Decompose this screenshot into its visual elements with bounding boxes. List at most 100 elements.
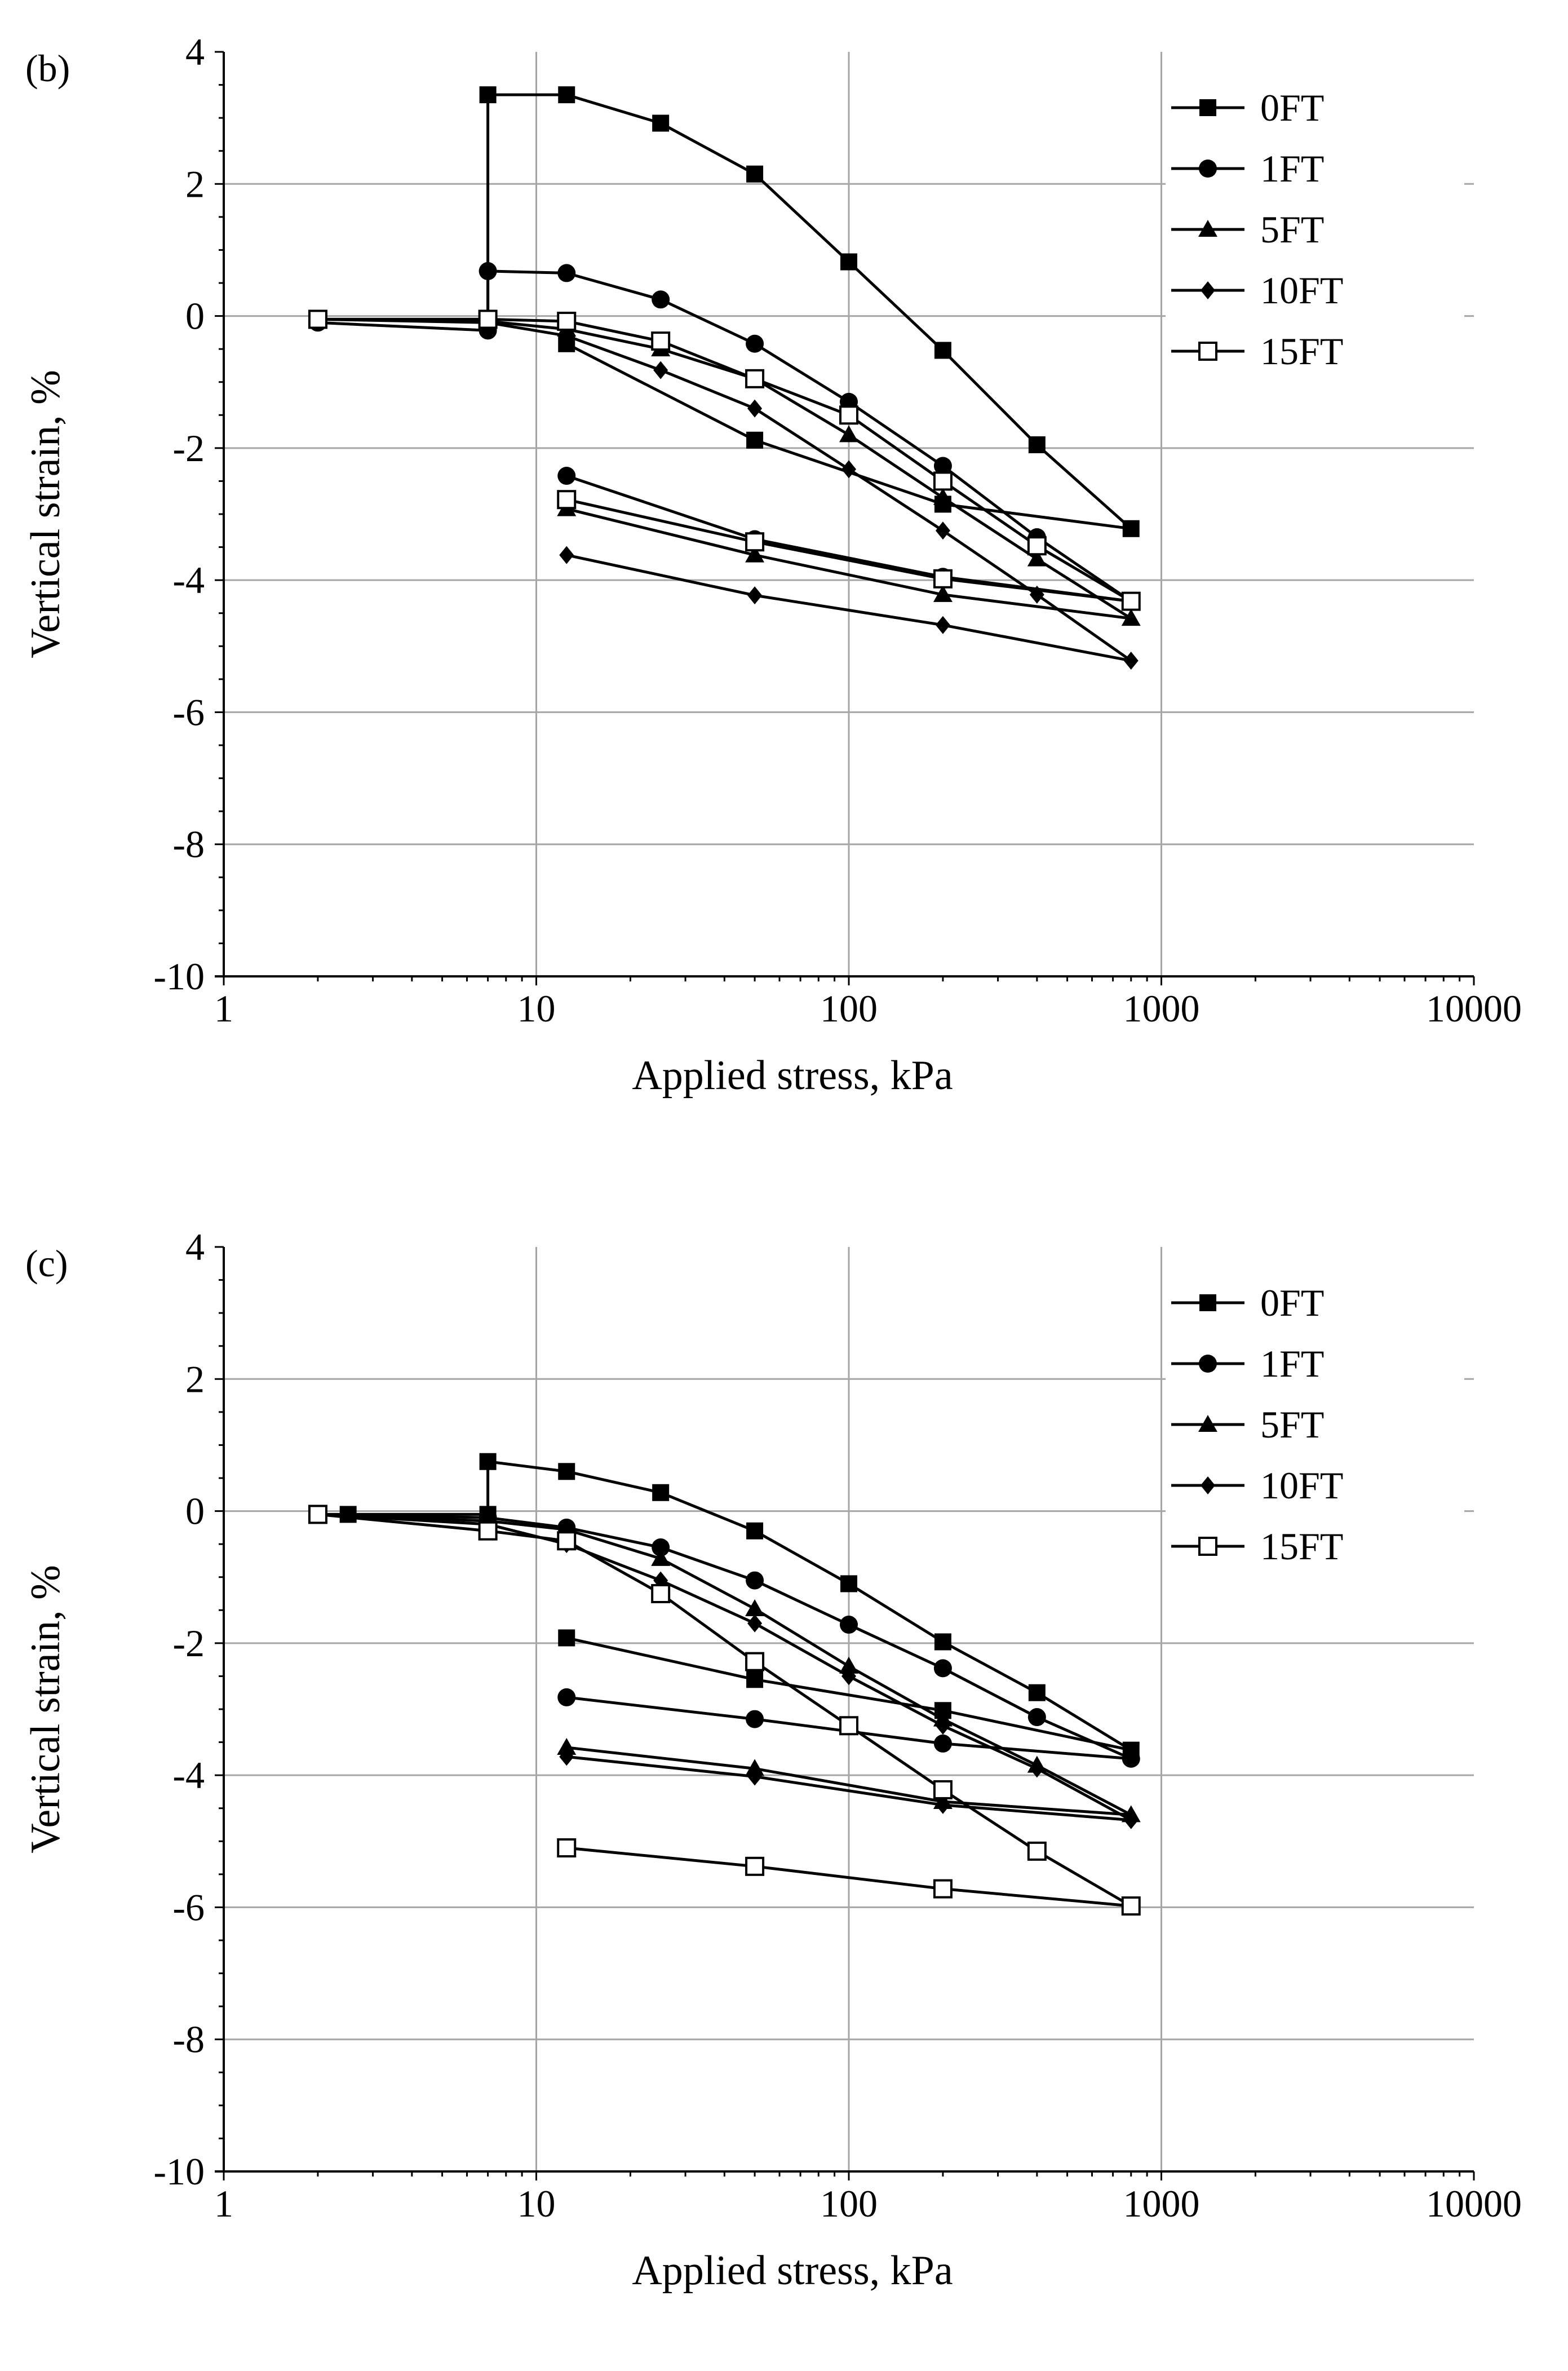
x-tick-label: 100 <box>820 2182 878 2225</box>
data-point-5FT <box>745 1599 765 1616</box>
y-tick-label: -8 <box>172 2018 205 2061</box>
series-line-1FT <box>317 1512 1133 1760</box>
y-tick-label: 0 <box>185 295 205 338</box>
data-point-15FT <box>308 309 327 329</box>
legend-marker-0FT <box>1199 1294 1216 1311</box>
data-point-1FT <box>933 457 952 475</box>
data-point-1FT <box>1027 1708 1046 1727</box>
data-point-15FT <box>745 532 765 552</box>
series-line-10FT <box>317 317 1133 662</box>
data-point-10FT <box>1029 1759 1044 1778</box>
y-tick-label: 2 <box>185 1357 205 1400</box>
y-tick-label: -4 <box>172 1754 205 1797</box>
series-15FT <box>308 1505 1141 1916</box>
data-point-0FT <box>840 1575 857 1593</box>
data-point-0FT <box>746 431 764 449</box>
y-tick-label: -2 <box>172 427 205 470</box>
data-point-0FT <box>652 114 670 132</box>
series-line-5FT <box>317 317 1133 620</box>
data-point-5FT <box>839 425 858 443</box>
data-point-15FT <box>557 1531 577 1551</box>
data-point-1FT <box>652 290 670 309</box>
data-point-15FT <box>557 1838 577 1857</box>
data-point-15FT <box>839 1716 858 1736</box>
legend-marker-10FT <box>1201 281 1215 299</box>
legend: 0FT 1FT 5FT 10FT 15FT <box>1171 86 1343 373</box>
data-point-5FT <box>933 585 953 602</box>
y-tick-label: 4 <box>185 1226 205 1268</box>
y-tick-label: -6 <box>172 691 205 733</box>
data-point-0FT <box>558 86 575 104</box>
data-point-15FT <box>478 309 498 329</box>
data-point-0FT <box>558 1629 575 1647</box>
data-point-15FT <box>745 1856 765 1876</box>
data-point-15FT <box>651 331 671 351</box>
legend-label: 15FT <box>1260 330 1343 373</box>
data-point-5FT <box>745 1759 765 1776</box>
data-point-15FT <box>745 1652 765 1671</box>
data-point-1FT <box>652 1538 670 1556</box>
x-tick-label: 10 <box>517 987 556 1030</box>
y-tick-label: -4 <box>172 559 205 601</box>
data-point-15FT <box>1027 1841 1047 1861</box>
data-point-15FT <box>1121 1896 1141 1916</box>
data-point-0FT <box>652 1484 670 1501</box>
chart-panel-b: (b) 4 2 0 -2 -4 -6 -8 -101 10 100 1000 10000 Applied … <box>23 30 1522 1099</box>
data-point-10FT <box>935 521 950 540</box>
data-point-1FT <box>479 262 497 280</box>
data-point-1FT <box>746 334 764 353</box>
gridlines <box>224 52 1474 976</box>
data-point-15FT <box>933 569 953 589</box>
data-point-10FT <box>653 361 668 379</box>
y-tick-label: -10 <box>153 955 205 998</box>
legend-label: 5FT <box>1260 1403 1324 1446</box>
data-point-10FT <box>747 399 763 418</box>
legend-background <box>1166 71 1464 392</box>
data-point-15FT <box>933 1879 953 1899</box>
data-point-10FT <box>559 546 574 564</box>
data-point-0FT <box>1122 520 1140 537</box>
legend-marker-1FT <box>1199 1355 1217 1373</box>
x-tick-label: 10000 <box>1426 987 1522 1030</box>
data-point-15FT <box>651 1584 671 1603</box>
data-point-0FT <box>934 342 951 359</box>
series-line-0FT <box>317 1460 1133 1752</box>
chart-panel-c: (c) 4 2 0 -2 -4 -6 -8 -101 10 100 1000 10000 Applied … <box>23 1226 1522 2294</box>
data-point-0FT <box>479 1453 497 1470</box>
x-tick-label: 100 <box>820 987 878 1030</box>
series-line-15FT <box>317 317 1133 603</box>
y-tick-label: 2 <box>185 162 205 205</box>
x-tick-label: 10000 <box>1426 2182 1522 2225</box>
panel-label: (c) <box>25 1242 68 1285</box>
legend-label: 5FT <box>1260 208 1324 251</box>
legend-marker-1FT <box>1199 160 1217 178</box>
x-tick-label: 1000 <box>1123 2182 1200 2225</box>
data-point-15FT <box>839 405 858 425</box>
x-tick-label: 10 <box>517 2182 556 2225</box>
series-10FT <box>310 310 1139 670</box>
data-point-15FT <box>1121 591 1141 611</box>
series-0FT <box>309 1453 1140 1759</box>
data-point-5FT <box>933 488 953 505</box>
series-1FT <box>308 1505 1140 1768</box>
y-tick-label: -2 <box>172 1622 205 1665</box>
data-point-15FT <box>478 1521 498 1541</box>
series-15FT <box>308 309 1141 611</box>
data-point-10FT <box>935 1795 950 1814</box>
series-line-10FT <box>317 1512 1133 1822</box>
data-point-0FT <box>840 253 857 271</box>
y-tick-label: -8 <box>172 823 205 866</box>
legend-background <box>1166 1266 1464 1587</box>
series-line-0FT <box>317 93 1133 530</box>
data-point-5FT <box>557 1737 577 1755</box>
data-point-10FT <box>747 1767 763 1786</box>
data-point-0FT <box>934 1633 951 1651</box>
data-point-15FT <box>1027 536 1047 556</box>
data-point-10FT <box>841 1667 856 1686</box>
data-point-1FT <box>557 1688 576 1706</box>
x-tick-label: 1 <box>214 2182 233 2225</box>
legend-marker-15FT <box>1198 1537 1217 1556</box>
data-point-15FT <box>745 369 765 388</box>
data-point-0FT <box>746 1671 764 1688</box>
